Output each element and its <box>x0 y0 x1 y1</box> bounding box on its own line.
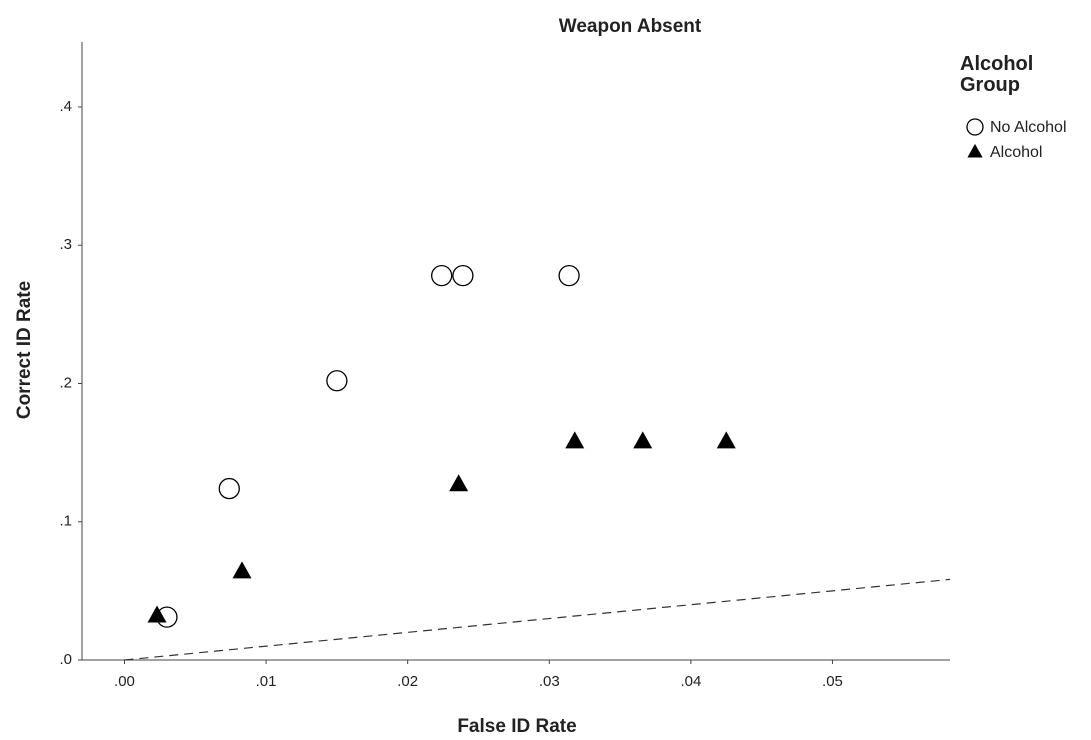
y-axis-label: Correct ID Rate <box>14 281 35 419</box>
y-tick-label: .2 <box>59 374 72 391</box>
legend-marker <box>966 118 984 136</box>
x-tick-label: .01 <box>256 673 277 690</box>
point <box>716 431 736 449</box>
legend-title: Alcohol Group <box>960 53 1034 96</box>
point <box>326 370 348 392</box>
legend-label: No Alcohol <box>990 119 1067 136</box>
point <box>452 265 474 287</box>
point <box>232 561 252 579</box>
point <box>565 431 585 449</box>
point <box>147 605 167 623</box>
y-tick-label: .3 <box>59 236 72 253</box>
x-tick-label: .00 <box>114 673 135 690</box>
y-tick-label: .0 <box>59 651 72 668</box>
x-tick-label: .05 <box>822 673 843 690</box>
chart-title: Weapon Absent <box>559 16 702 37</box>
x-axis-label: False ID Rate <box>457 716 576 737</box>
point <box>431 265 453 287</box>
x-tick-label: .04 <box>680 673 701 690</box>
point <box>218 477 240 500</box>
x-tick-label: .03 <box>539 673 560 690</box>
point <box>558 265 580 287</box>
y-tick-label: .1 <box>59 513 72 530</box>
legend-marker <box>967 143 983 158</box>
point <box>633 431 653 449</box>
legend-label: Alcohol <box>990 144 1042 161</box>
y-tick-label: .4 <box>59 98 72 115</box>
reference-line <box>124 578 951 661</box>
x-tick-label: .02 <box>397 673 418 690</box>
point <box>449 474 469 492</box>
